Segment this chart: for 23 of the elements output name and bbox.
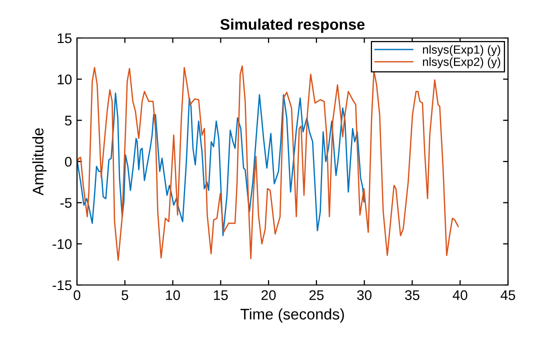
y-axis-title: Amplitude xyxy=(32,128,47,196)
x-tick-label: 15 xyxy=(214,290,228,300)
x-tick-label: 20 xyxy=(262,290,276,300)
x-axis-title: Time (seconds) xyxy=(240,308,344,323)
y-tick-label: -10 xyxy=(52,239,72,250)
x-tick-label: 30 xyxy=(357,290,372,300)
y-tick-label: -5 xyxy=(60,198,72,208)
x-tick-label: 35 xyxy=(405,290,420,300)
x-tick-label: 10 xyxy=(166,290,180,300)
x-tick-label: 5 xyxy=(122,290,128,300)
line-series xyxy=(77,92,365,236)
x-tick-label: 25 xyxy=(309,290,324,300)
chart-title: Simulated response xyxy=(220,18,365,33)
y-tick-label: -15 xyxy=(52,280,72,290)
y-tick-label: 15 xyxy=(58,33,72,44)
y-tick-label: 10 xyxy=(58,74,72,84)
x-tick-label: 45 xyxy=(500,290,516,300)
y-tick-label: 0 xyxy=(64,156,72,167)
y-tick-label: 5 xyxy=(64,116,72,126)
x-tick-label: 40 xyxy=(452,290,468,300)
legend-label: nlsys(Exp1) (y) xyxy=(422,45,500,56)
x-tick-label: 0 xyxy=(74,290,80,300)
legend-label: nlsys(Exp2) (y) xyxy=(422,57,500,68)
